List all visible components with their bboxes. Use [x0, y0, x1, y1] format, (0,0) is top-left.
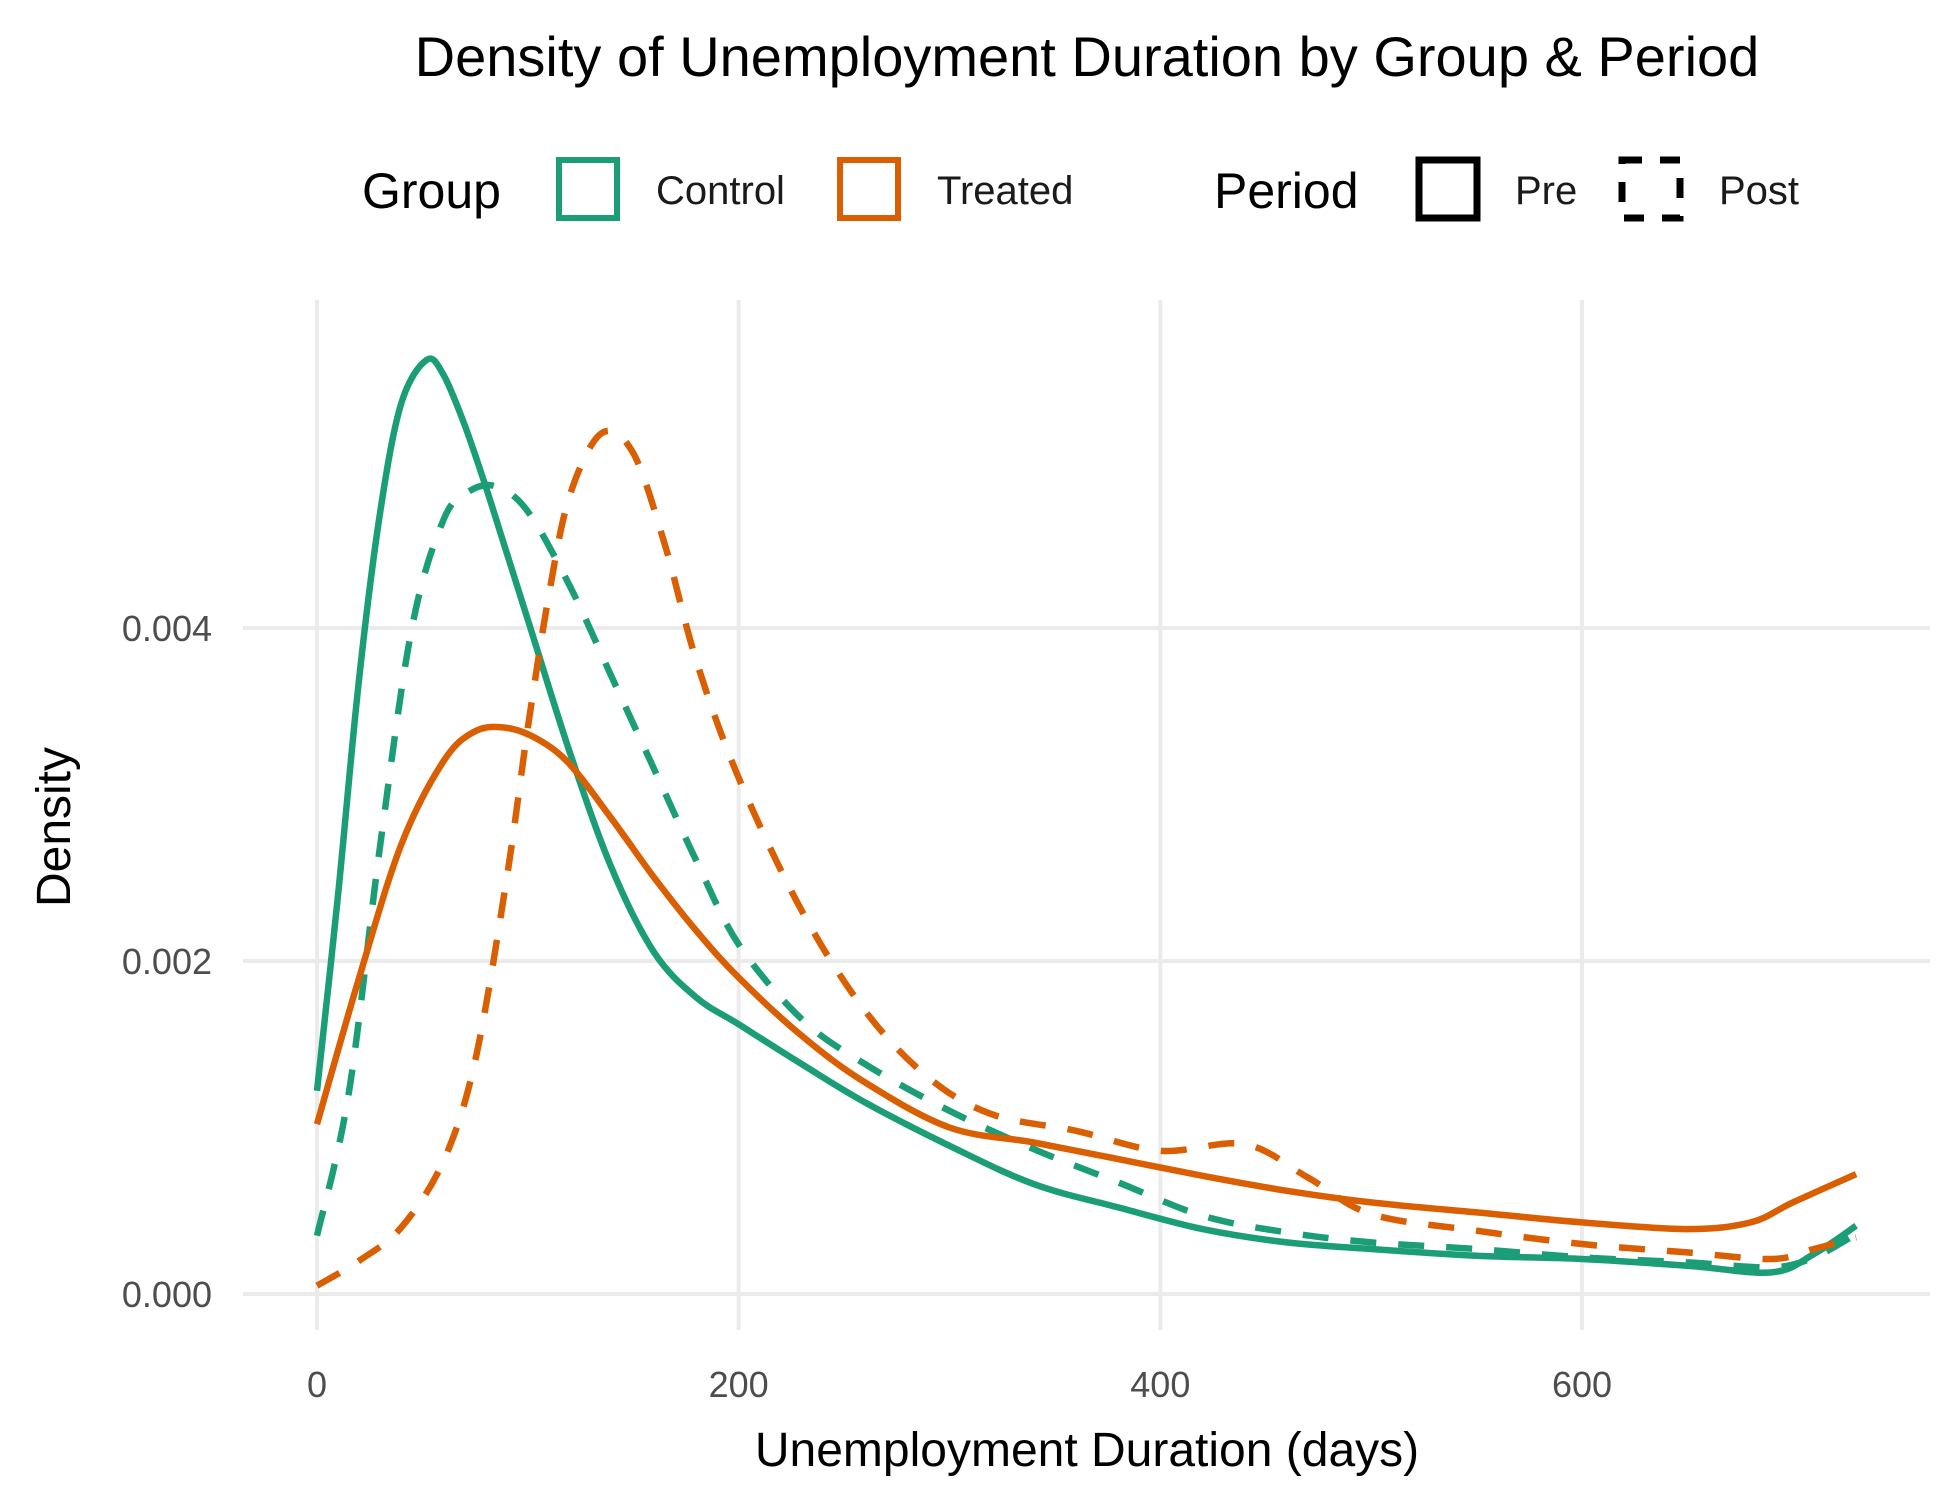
y-tick-label: 0.002: [122, 941, 212, 982]
legend-key-pre: [1415, 156, 1481, 222]
series-line-control-post: [313, 481, 1858, 1271]
legend-key-control: [556, 157, 620, 221]
legend-key-treated: [837, 157, 901, 221]
chart-title: Density of Unemployment Duration by Grou…: [415, 25, 1760, 88]
x-axis-title: Unemployment Duration (days): [755, 1424, 1419, 1477]
legend-label-pre: Pre: [1515, 169, 1577, 213]
y-tick-label: 0.000: [122, 1274, 212, 1315]
legend-label-treated: Treated: [937, 169, 1073, 213]
legend-label-post: Post: [1719, 169, 1799, 213]
x-tick-label: 400: [1130, 1364, 1190, 1405]
x-tick-label: 200: [709, 1364, 769, 1405]
x-tick-label: 0: [307, 1364, 327, 1405]
legend-label-control: Control: [656, 169, 785, 213]
legend-title-group: Group: [362, 163, 501, 219]
series-line-treated-post: [315, 427, 1857, 1289]
x-tick-label: 600: [1552, 1364, 1612, 1405]
gridlines: [243, 300, 1930, 1330]
y-axis-title: Density: [28, 747, 81, 907]
legend: Group Control Treated Period Pre Post: [362, 156, 1799, 222]
legend-key-post: [1618, 156, 1684, 222]
y-tick-label: 0.004: [122, 608, 212, 649]
series-lines: [313, 355, 1858, 1289]
series-line-control-pre: [313, 355, 1858, 1276]
legend-title-period: Period: [1214, 163, 1359, 219]
series-line-treated-pre: [313, 723, 1858, 1233]
tick-labels: 0 200 400 600 0.000 0.002 0.004: [122, 608, 1612, 1405]
